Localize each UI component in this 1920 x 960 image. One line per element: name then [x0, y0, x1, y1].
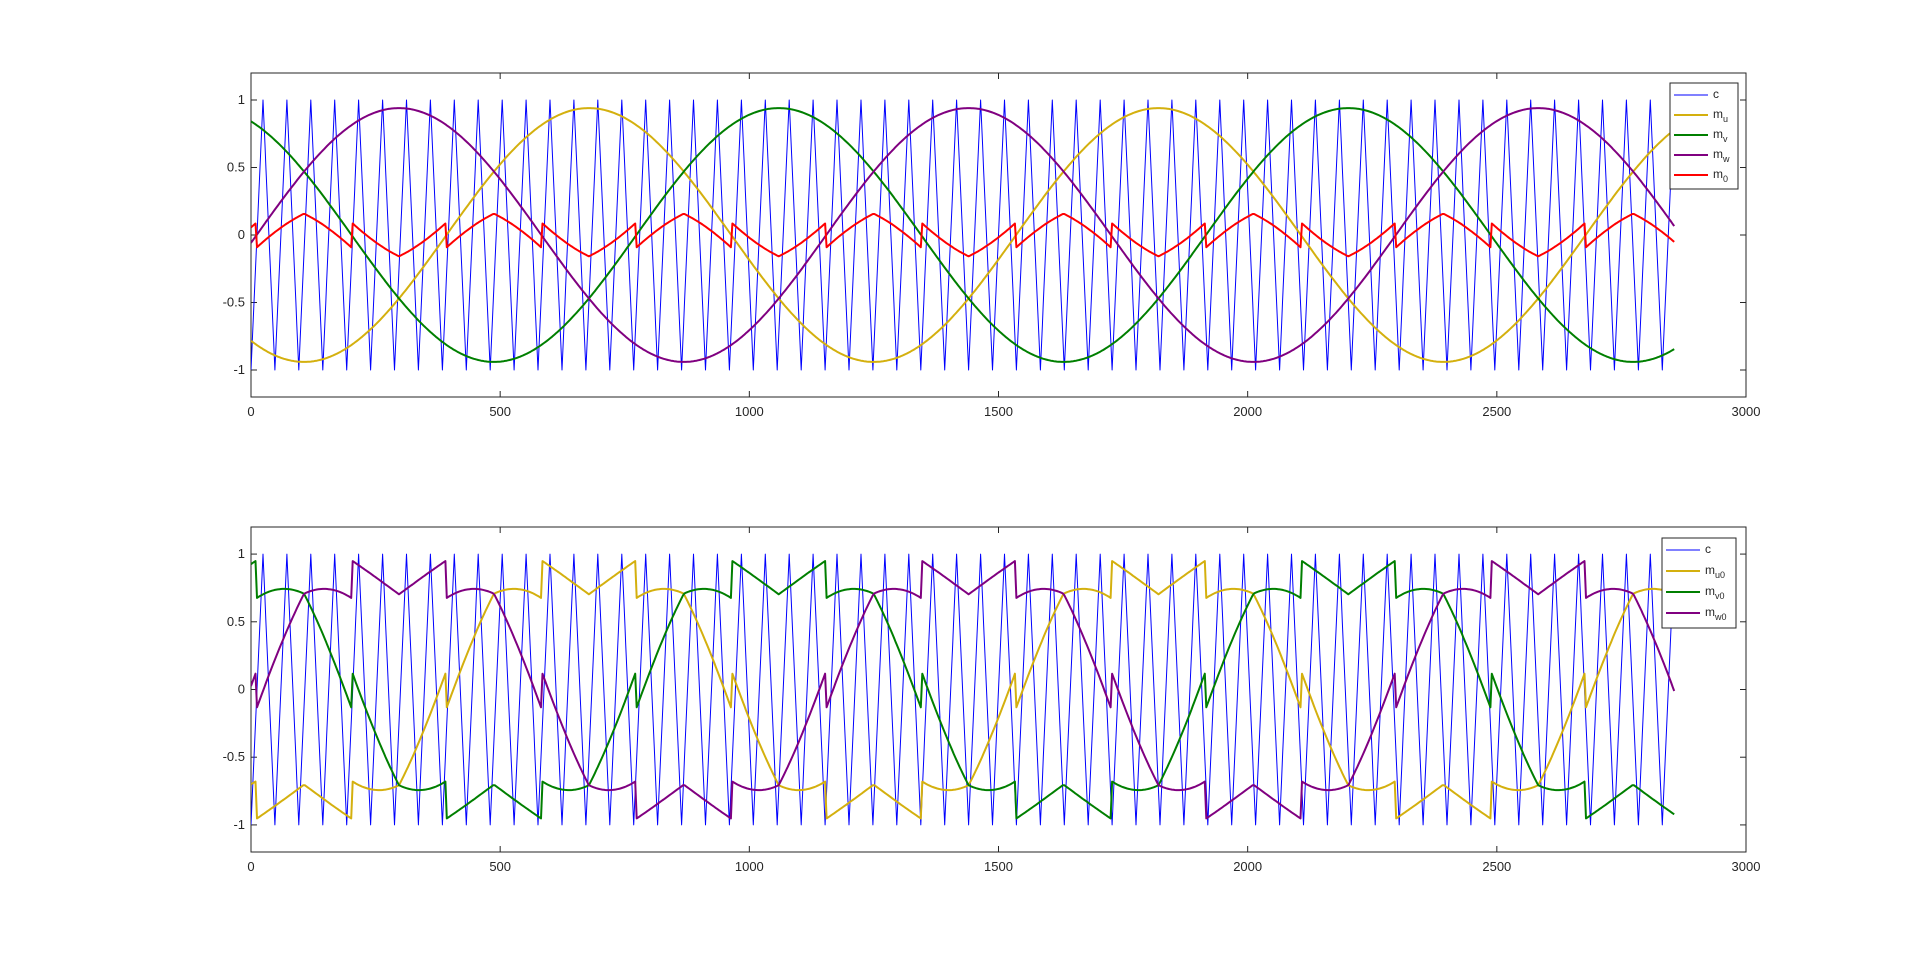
y-tick-label: 0.5 [227, 160, 245, 175]
y-tick-label: 0.5 [227, 614, 245, 629]
y-tick-label: 0 [238, 682, 245, 697]
legend: c mu mv mw m0 [1669, 82, 1739, 190]
legend-label: mu [1713, 107, 1728, 124]
y-tick-label: -0.5 [223, 295, 245, 310]
x-tick-label: 3000 [1732, 859, 1761, 874]
series-line-c [251, 99, 1675, 371]
legend-label: c [1713, 87, 1719, 101]
x-tick-label: 2500 [1482, 859, 1511, 874]
series-line-m-u [251, 107, 1675, 363]
y-tick-label: 1 [238, 546, 245, 561]
x-tick-label: 1500 [984, 404, 1013, 419]
legend-label: mv0 [1705, 584, 1725, 601]
y-tick-label: -0.5 [223, 749, 245, 764]
legend-label: c [1705, 542, 1711, 556]
legend: c mu0 mv0 mw0 [1661, 537, 1737, 629]
series-line-m-v0 [251, 560, 1675, 820]
bottom-chart: 0 500 1000 1500 2000 2500 3000 -1 -0.5 0 0.5 1 c mu0 m… [223, 526, 1761, 874]
series-line-m-0 [251, 213, 1675, 258]
legend-label: mw [1713, 147, 1730, 164]
x-tick-label: 1500 [984, 859, 1013, 874]
series-line-m-w [251, 107, 1676, 363]
x-tick-label: 0 [247, 859, 254, 874]
y-tick-label: 0 [238, 227, 245, 242]
x-tick-label: 3000 [1732, 404, 1761, 419]
legend-label: mw0 [1705, 605, 1727, 622]
y-tick-label: -1 [233, 817, 245, 832]
y-tick-label: -1 [233, 362, 245, 377]
series-line-m-w0 [251, 560, 1676, 820]
y-tick-label: 1 [238, 92, 245, 107]
legend-label: mu0 [1705, 563, 1725, 580]
top-chart: 0 500 1000 1500 2000 2500 3000 -1 -0.5 0 0.5 1 c mu mv… [223, 72, 1761, 419]
legend-label: m0 [1713, 167, 1728, 184]
series-line-c [251, 553, 1675, 826]
series-line-m-u0 [251, 560, 1675, 820]
x-tick-label: 2500 [1482, 404, 1511, 419]
x-tick-label: 1000 [735, 859, 764, 874]
series-line-m-v [251, 107, 1675, 363]
x-tick-label: 0 [247, 404, 254, 419]
x-tick-label: 2000 [1233, 859, 1262, 874]
x-tick-label: 1000 [735, 404, 764, 419]
x-tick-label: 500 [489, 859, 511, 874]
x-tick-label: 500 [489, 404, 511, 419]
x-tick-label: 2000 [1233, 404, 1262, 419]
legend-label: mv [1713, 127, 1728, 144]
